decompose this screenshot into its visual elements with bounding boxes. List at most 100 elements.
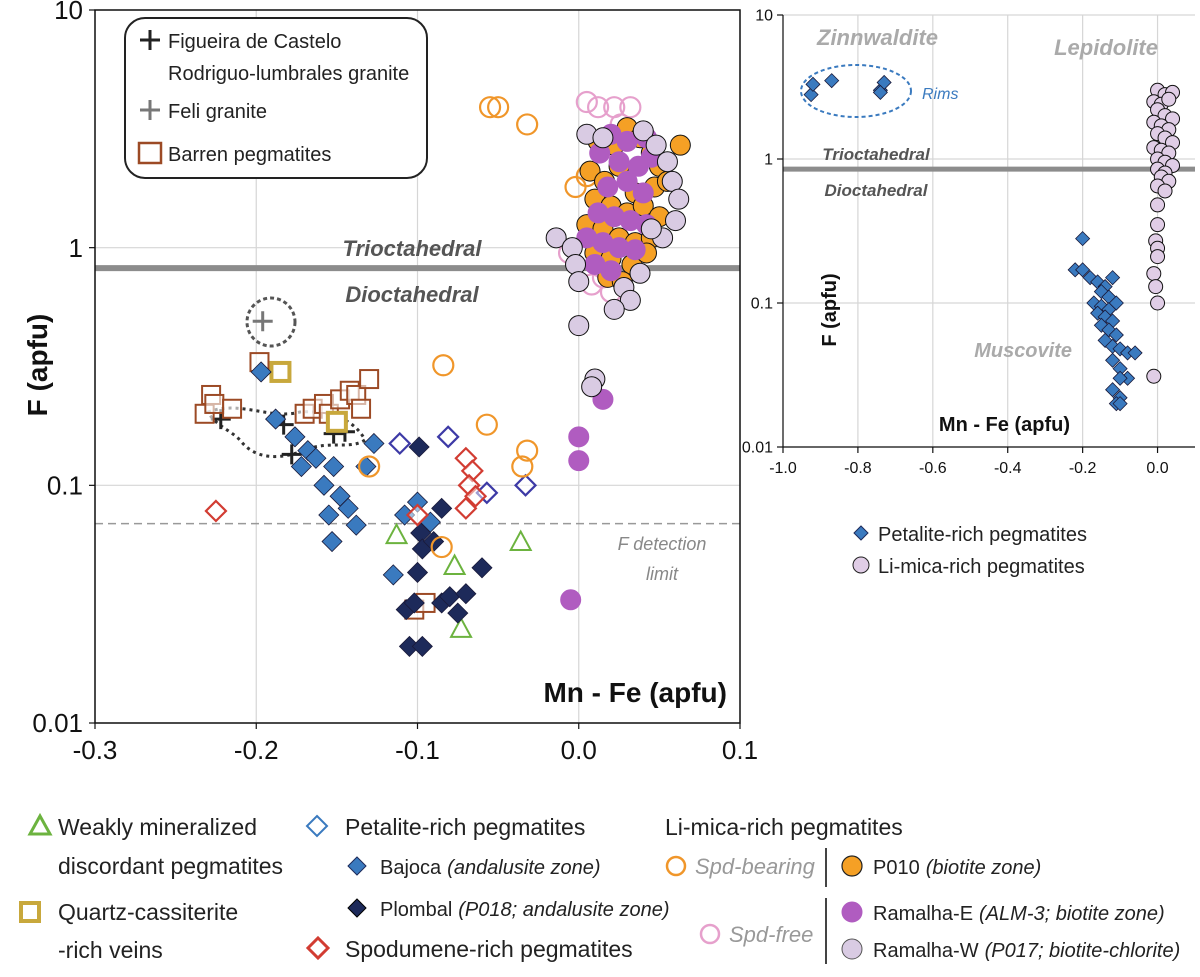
m-point-ramalha-e-alm-3-biotite-zone xyxy=(632,182,654,204)
i-y-tick-label: 0.1 xyxy=(751,296,773,313)
i-x-tick-label: 0.0 xyxy=(1146,460,1168,477)
i-point-li-mica-rich-pegmatites xyxy=(1150,295,1166,311)
legend-ramalha-w-detail: (P017; biotite-chlorite) xyxy=(985,940,1181,962)
m-point-bajoca-andalusite-zone xyxy=(290,455,312,478)
m-point-ramalha-w-p017-biotite-chlorite xyxy=(640,218,662,240)
m-point-plombal-p018-andalusite-zone xyxy=(411,635,433,657)
i-point-li-mica-rich-pegmatites xyxy=(1157,183,1173,199)
i-x-tick-label: -0.2 xyxy=(1069,460,1097,477)
m-point-spodumene-rich-pegmatites xyxy=(405,503,430,527)
m-point-spd-bearing xyxy=(475,413,498,436)
i-point-petalite-rich-pegmatites xyxy=(1105,382,1121,398)
m-point-spd-bearing xyxy=(430,535,453,559)
m-point-barren-pegmatites xyxy=(359,369,380,390)
legend-bajoca-detail: (andalusite zone) xyxy=(447,857,600,879)
inset-legend-limica-circle-icon xyxy=(852,556,870,574)
m-point-plombal-p018-andalusite-zone xyxy=(455,583,477,605)
legend-limica-header: Li-mica-rich pegmatites xyxy=(665,814,903,840)
m-point-spd-bearing xyxy=(478,96,502,119)
legend-p010-circle-icon xyxy=(841,855,863,877)
m-point-spodumene-rich-pegmatites xyxy=(454,496,478,520)
i-series-li-mica-rich-pegmatites xyxy=(1146,82,1181,384)
m-x-tick-label: 0.0 xyxy=(561,735,597,765)
legend-plombal-name: Plombal xyxy=(380,899,452,921)
m-point-barren-pegmatites xyxy=(222,398,243,419)
m-point-ramalha-w-p017-biotite-chlorite xyxy=(568,271,590,293)
m-y-tick-label: 1 xyxy=(69,233,83,263)
legend-barren: Barren pegmatites xyxy=(168,144,331,166)
legend-plombal-diamond-icon xyxy=(347,898,367,918)
legend-quartz-square-icon xyxy=(19,901,41,923)
m-point-bajoca-andalusite-zone xyxy=(345,514,367,536)
m-point-bajoca-andalusite-zone xyxy=(305,447,327,469)
m-point-bajoca-andalusite-zone xyxy=(265,408,287,430)
m-y-tick-label: 10 xyxy=(54,0,83,25)
m-series-weakly-mineralized-discordant-pegmatites xyxy=(384,522,533,638)
legend-spd-bearing-circle-icon xyxy=(665,855,687,877)
m-point-quartz-cassiterite-rich-veins xyxy=(325,410,348,433)
i-point-li-mica-rich-pegmatites xyxy=(1146,266,1162,282)
main-y-ticks: 0.01 0.1 1 10 xyxy=(32,0,95,738)
main-y-axis-label: F (apfu) xyxy=(22,314,53,417)
m-point-plombal-p018-andalusite-zone xyxy=(406,561,429,584)
m-point-petalite-rich-pegmatites xyxy=(436,425,460,449)
detection-limit-label-line2: limit xyxy=(646,564,679,584)
m-point-ramalha-w-p017-biotite-chlorite xyxy=(661,170,683,192)
main-plot: 0.01 0.1 1 10 -0.3 -0.2 -0.1 0.0 0.1 F (apfu) M… xyxy=(22,0,758,765)
m-point-ramalha-w-p017-biotite-chlorite xyxy=(581,376,603,398)
inset-x-ticks: -1.0 -0.8 -0.6 -0.4 -0.2 0.0 xyxy=(769,447,1169,477)
zinnwaldite-label: Zinnwaldite xyxy=(816,25,938,50)
legend-petalite: Petalite-rich pegmatites xyxy=(345,814,585,840)
m-point-bajoca-andalusite-zone xyxy=(284,426,306,448)
m-point-spd-free xyxy=(586,96,610,119)
m-point-spd-bearing xyxy=(511,455,534,478)
m-point-plombal-p018-andalusite-zone xyxy=(447,602,469,624)
inset-legend-petalite-diamond-icon xyxy=(853,525,869,541)
m-point-ramalha-w-p017-biotite-chlorite xyxy=(592,127,614,149)
m-x-tick-label: 0.1 xyxy=(722,735,758,765)
i-point-petalite-rich-pegmatites xyxy=(1108,327,1124,343)
legend-petalite-diamond-icon xyxy=(305,814,329,838)
m-point-ramalha-w-p017-biotite-chlorite xyxy=(545,227,567,249)
legend-weakly-line2: discordant pegmatites xyxy=(58,853,283,879)
m-point-spodumene-rich-pegmatites xyxy=(463,484,488,508)
detection-limit-label-line1: F detection xyxy=(618,534,707,554)
legend-ramalha-w-name: Ramalha-W xyxy=(873,940,979,962)
legend-plombal: Plombal (P018; andalusite zone) xyxy=(380,899,670,921)
main-legend: Weakly mineralized discordant pegmatites… xyxy=(19,812,1181,964)
inset-trioctahedral-label: Trioctahedral xyxy=(822,145,931,164)
i-point-petalite-rich-pegmatites xyxy=(1105,352,1121,368)
i-x-tick-label: -0.4 xyxy=(994,460,1022,477)
i-point-petalite-rich-pegmatites xyxy=(1127,345,1143,361)
main-points xyxy=(194,90,691,657)
i-point-petalite-rich-pegmatites xyxy=(824,73,840,89)
inset-dioctahedral-label: Dioctahedral xyxy=(825,181,929,200)
legend-quartz-line2: -rich veins xyxy=(58,937,163,963)
legend-ramalha-e: Ramalha-E (ALM-3; biotite zone) xyxy=(873,903,1165,925)
figueira-cross-icon xyxy=(140,30,160,50)
m-x-tick-label: -0.1 xyxy=(395,735,440,765)
m-point-quartz-cassiterite-rich-veins xyxy=(269,360,292,383)
m-point-figueira-de-castelo-rodriguo-lumbrales-granite xyxy=(281,444,302,465)
m-point-ramalha-e-alm-3-biotite-zone xyxy=(624,239,646,261)
m-point-weakly-mineralized-discordant-pegmatites xyxy=(442,553,467,575)
legend-spodumene: Spodumene-rich pegmatites xyxy=(345,936,633,962)
granite-legend: Figueira de Castelo Rodriguo-lumbrales g… xyxy=(124,17,428,179)
m-series-plombal-p018-andalusite-zone xyxy=(395,436,493,657)
i-point-petalite-rich-pegmatites xyxy=(872,84,888,100)
i-x-tick-label: -1.0 xyxy=(769,460,797,477)
legend-bajoca-name: Bajoca xyxy=(380,857,442,879)
m-point-spd-free xyxy=(619,96,642,119)
m-point-plombal-p018-andalusite-zone xyxy=(408,436,430,458)
m-point-ramalha-w-p017-biotite-chlorite xyxy=(619,289,641,311)
legend-spd-free-circle-icon xyxy=(699,923,721,945)
m-point-spd-bearing xyxy=(487,96,510,119)
m-point-plombal-p018-andalusite-zone xyxy=(403,592,425,614)
m-y-tick-label: 0.01 xyxy=(32,708,83,738)
inset-y-ticks: 0.01 0.1 1 10 xyxy=(742,8,783,457)
m-y-tick-label: 0.1 xyxy=(47,470,83,500)
m-point-ramalha-e-alm-3-biotite-zone xyxy=(568,426,590,448)
m-point-spd-bearing xyxy=(516,113,539,136)
legend-ramalha-e-name: Ramalha-E xyxy=(873,903,973,925)
